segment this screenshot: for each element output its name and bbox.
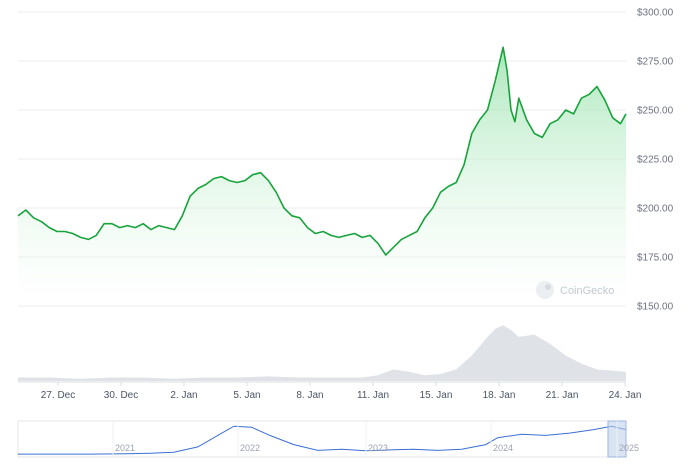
y-tick-label: $225.00	[637, 155, 674, 166]
y-tick-label: $300.00	[637, 8, 674, 19]
navigator-year-label: 2024	[493, 443, 513, 453]
y-tick-label: $200.00	[637, 204, 674, 215]
x-tick-label: 11. Jan	[357, 390, 389, 401]
x-tick-label: 5. Jan	[233, 390, 260, 401]
navigator-frame	[17, 420, 627, 458]
y-tick-label: $275.00	[637, 57, 674, 68]
x-tick-label: 24. Jan	[609, 390, 642, 401]
x-tick-label: 2. Jan	[170, 390, 197, 401]
y-tick-label: $250.00	[637, 106, 674, 117]
range-navigator[interactable]: 2021 2022 2023 2024 2025	[17, 420, 639, 458]
navigator-year-label: 2023	[368, 443, 388, 453]
x-tick-label: 27. Dec	[41, 390, 75, 401]
x-axis: 27. Dec 30. Dec 2. Jan 5. Jan 8. Jan 11. Jan 1…	[41, 382, 642, 401]
watermark-text: CoinGecko	[560, 285, 614, 297]
coingecko-logo-icon	[536, 281, 554, 299]
price-area-fill	[18, 47, 626, 307]
coingecko-logo-eye	[545, 284, 551, 290]
x-tick-label: 21. Jan	[546, 390, 579, 401]
navigator-year-label: 2025	[619, 443, 639, 453]
navigator-line	[18, 425, 627, 455]
navigator-year-label: 2021	[115, 443, 135, 453]
volume-area	[18, 325, 626, 381]
navigator-year-label: 2022	[240, 443, 260, 453]
price-line	[17, 46, 627, 256]
coingecko-watermark: CoinGecko	[536, 281, 614, 299]
x-tick-label: 15. Jan	[420, 390, 453, 401]
y-tick-label: $175.00	[637, 253, 674, 264]
y-axis: $300.00 $275.00 $250.00 $225.00 $200.00 $175.…	[637, 8, 674, 313]
volume-fill	[18, 325, 626, 381]
x-tick-label: 18. Jan	[483, 390, 516, 401]
x-tick-label: 8. Jan	[296, 390, 323, 401]
y-tick-label: $150.00	[637, 302, 674, 313]
price-area	[17, 46, 627, 307]
x-tick-label: 30. Dec	[104, 390, 138, 401]
